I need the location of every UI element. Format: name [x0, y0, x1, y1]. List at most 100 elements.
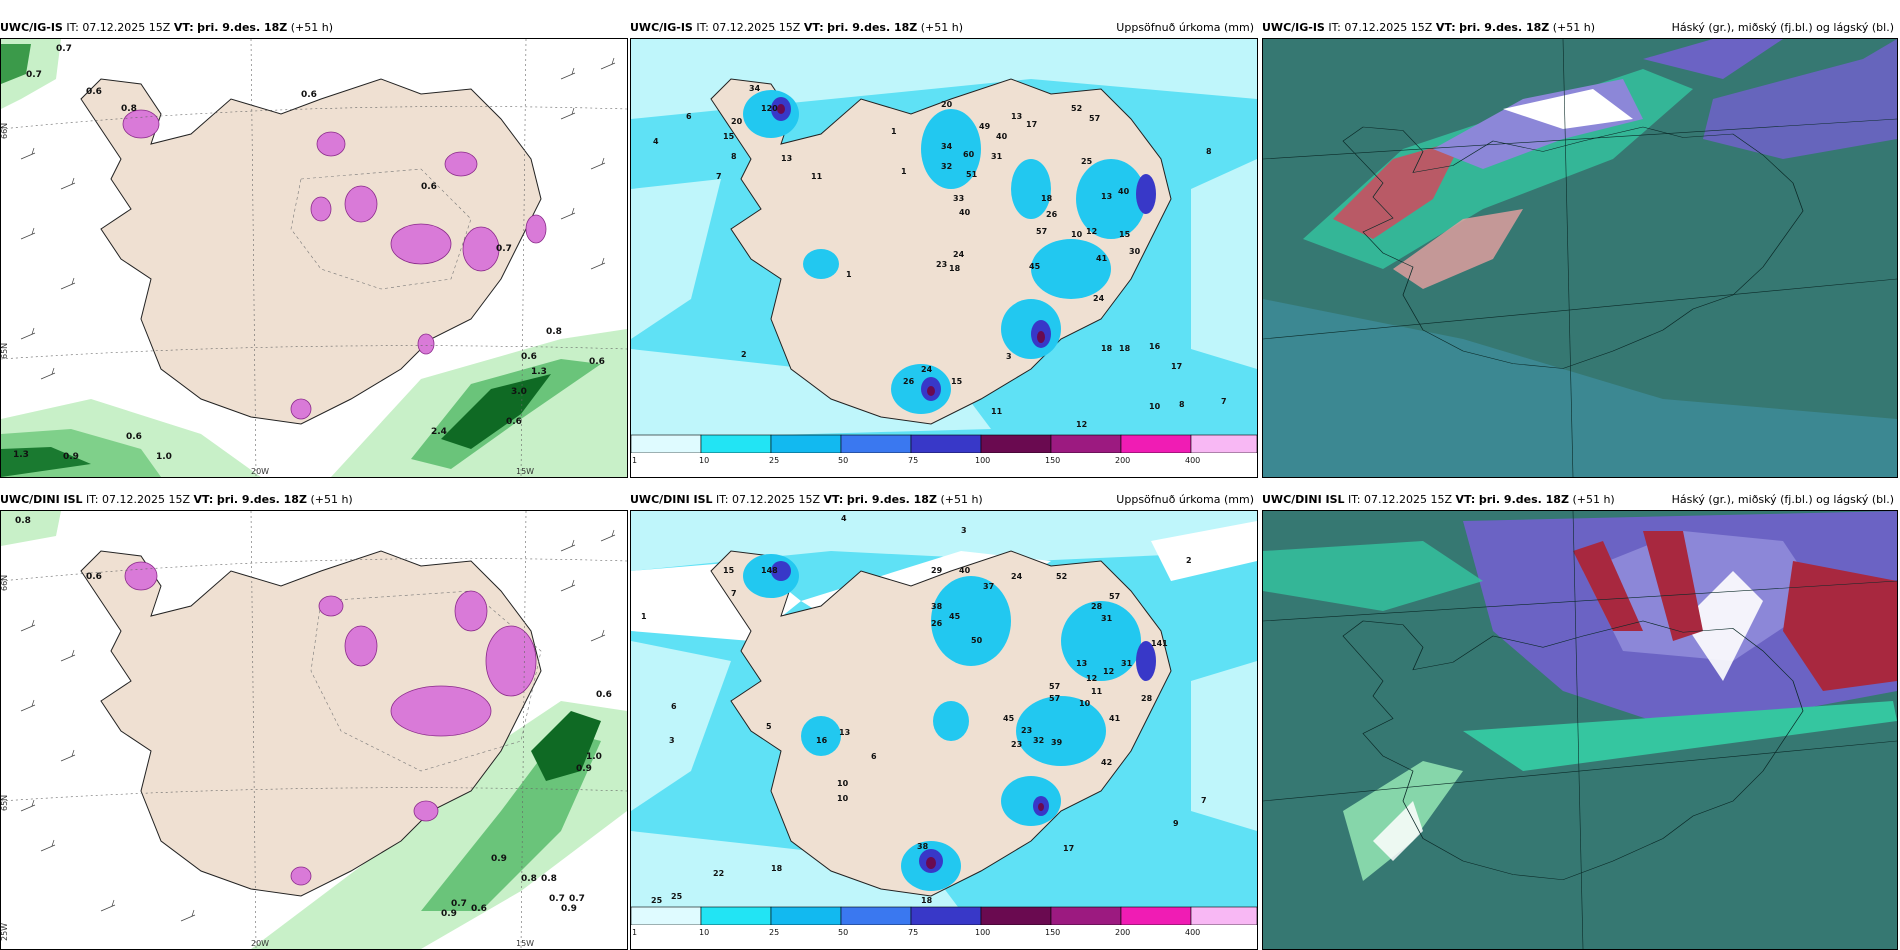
panel-variable-title: Háský (gr.), miðský (fj.bl.) og lágský (…	[1671, 493, 1894, 506]
value-label: 30	[1129, 247, 1141, 256]
value-label: 50	[971, 636, 983, 645]
value-label: 12	[1086, 674, 1097, 683]
value-label: 11	[811, 172, 823, 181]
legend-tick: 150	[1045, 456, 1060, 465]
legend-swatch	[631, 906, 702, 926]
value-label: 25	[671, 892, 683, 901]
value-label: 141	[1151, 639, 1168, 648]
value-label: 37	[983, 582, 994, 591]
value-label: 0.9	[491, 854, 507, 864]
value-label: 25	[651, 896, 663, 905]
legend-tick: 25	[769, 456, 779, 465]
value-label: 32	[941, 162, 952, 171]
value-label: 2	[741, 350, 747, 359]
legend-tick: 75	[908, 928, 918, 937]
value-label: 57	[1089, 114, 1100, 123]
value-label: 29	[931, 566, 943, 575]
value-label: 0.9	[63, 452, 79, 462]
value-label: 40	[959, 208, 971, 217]
lead-time: (+51 h)	[920, 21, 964, 34]
value-label: 0.6	[86, 87, 102, 97]
lead-time: (+51 h)	[1552, 21, 1596, 34]
legend-swatch	[980, 906, 1052, 926]
legend-swatch	[1050, 906, 1122, 926]
value-label: 4	[653, 137, 659, 146]
lat-label-66n: 66N	[1, 123, 9, 139]
value-label: 0.9	[561, 904, 577, 914]
valid-time: þri. 9.des. 18Z	[827, 21, 918, 34]
panel-top-right: UWC/IG-IS IT: 07.12.2025 15Z VT: þri. 9.…	[1262, 18, 1898, 478]
value-label: 9	[1173, 819, 1179, 828]
value-label: 20	[731, 117, 743, 126]
legend-swatch	[770, 434, 842, 454]
valid-time: þri. 9.des. 18Z	[216, 493, 307, 506]
value-label: 1.0	[156, 452, 172, 462]
model-name: UWC/IG-IS	[630, 21, 693, 34]
legend-swatch	[1190, 906, 1257, 926]
value-label: 38	[917, 842, 929, 851]
value-label: 22	[713, 869, 724, 878]
value-label: 24	[1093, 294, 1105, 303]
value-label: 13	[1011, 112, 1022, 121]
legend-tick: 25	[769, 928, 779, 937]
value-label: 52	[1056, 572, 1067, 581]
value-label: 41	[1096, 254, 1108, 263]
valid-time: þri. 9.des. 18Z	[846, 493, 937, 506]
value-label: 5	[766, 722, 772, 731]
value-label: 1.3	[13, 450, 29, 460]
value-label: 7	[1201, 796, 1207, 805]
value-label: 18	[1119, 344, 1131, 353]
panel-header: UWC/IG-IS IT: 07.12.2025 15Z VT: þri. 9.…	[1262, 18, 1898, 38]
value-label: 49	[979, 122, 991, 131]
value-label: 18	[1101, 344, 1113, 353]
value-label: 31	[991, 152, 1003, 161]
value-label: 6	[686, 112, 692, 121]
value-label: 0.8	[546, 327, 562, 337]
legend-swatch	[910, 906, 982, 926]
value-label: 0.6	[521, 352, 537, 362]
map-accumulated-precip: 15 148 7 1 4 3 29 40 37 38 45 26 50 24 5…	[630, 510, 1258, 950]
value-label: 34	[749, 84, 761, 93]
legend-swatch	[1190, 434, 1257, 454]
value-label: 0.7	[56, 44, 72, 54]
legend-swatch	[1120, 906, 1192, 926]
valid-time: þri. 9.des. 18Z	[1459, 21, 1550, 34]
value-label: 0.9	[576, 764, 592, 774]
valid-label: VT:	[1435, 21, 1456, 34]
legend-swatch	[910, 434, 982, 454]
panel-variable-title: Uppsöfnuð úrkoma (mm)	[1116, 21, 1254, 34]
value-label: 3.0	[511, 387, 527, 397]
panel-header: UWC/DINI ISL IT: 07.12.2025 15Z VT: þri.…	[1262, 490, 1898, 510]
legend-tick: 100	[975, 928, 990, 937]
valid-label: VT:	[193, 493, 214, 506]
value-label: 17	[1026, 120, 1037, 129]
value-label: 11	[991, 407, 1003, 416]
value-label: 39	[1051, 738, 1063, 747]
value-label: 2	[1186, 556, 1192, 565]
value-label: 3	[961, 526, 967, 535]
value-label: 12	[1076, 420, 1087, 429]
value-label: 40	[959, 566, 971, 575]
value-label: 24	[953, 250, 965, 259]
value-label: 15	[951, 377, 963, 386]
legend-tick: 10	[699, 928, 709, 937]
value-label: 38	[931, 602, 943, 611]
legend-swatch	[700, 434, 772, 454]
lead-time: (+51 h)	[940, 493, 983, 506]
value-label: 8	[1206, 147, 1212, 156]
valid-time: þri. 9.des. 18Z	[1478, 493, 1569, 506]
value-label: 18	[949, 264, 961, 273]
panel-bottom-left: UWC/DINI ISL IT: 07.12.2025 15Z VT: þri.…	[0, 490, 628, 950]
value-label: 15	[1119, 230, 1131, 239]
value-label: 0.7	[496, 244, 512, 254]
legend-tick: 50	[838, 928, 848, 937]
panel-header: UWC/DINI ISL IT: 07.12.2025 15Z VT: þri.…	[630, 490, 1258, 510]
value-label: 41	[1109, 714, 1121, 723]
value-label: 45	[949, 612, 961, 621]
value-label: 32	[1033, 736, 1044, 745]
legend-tick: 150	[1045, 928, 1060, 937]
value-label: 8	[1179, 400, 1185, 409]
value-label: 6	[871, 752, 877, 761]
value-label: 3	[1006, 352, 1012, 361]
value-label: 10	[837, 779, 849, 788]
